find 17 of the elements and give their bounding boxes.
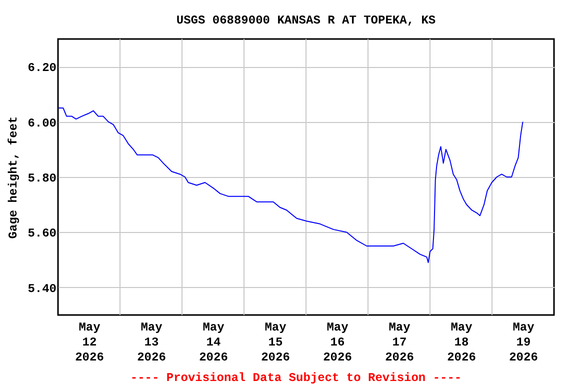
x-tick-label: May 17 2026 <box>385 320 414 364</box>
y-tick-label: 6.20 <box>28 61 56 76</box>
y-tick-label: 5.60 <box>28 226 56 241</box>
line-series <box>58 108 524 264</box>
y-axis-title: Gage height, feet <box>6 116 21 239</box>
x-tick-label: May 13 2026 <box>137 320 166 364</box>
y-tick-label: 5.40 <box>28 282 56 296</box>
x-tick-label: May 18 2026 <box>447 320 476 364</box>
y-tick-label: 6.00 <box>28 116 56 130</box>
x-tick-label: May 12 2026 <box>75 320 104 364</box>
x-tick-label: May 14 2026 <box>199 320 228 364</box>
chart-title: USGS 06889000 KANSAS R AT TOPEKA, KS <box>176 14 436 28</box>
x-tick-label: May 19 2026 <box>509 320 538 364</box>
x-tick-label: May 16 2026 <box>323 320 352 364</box>
y-tick-label: 5.80 <box>28 172 56 186</box>
text: ---- Provisional Data Subject to Revision ---- <box>130 371 462 384</box>
x-tick-label: May 15 2026 <box>261 320 290 364</box>
